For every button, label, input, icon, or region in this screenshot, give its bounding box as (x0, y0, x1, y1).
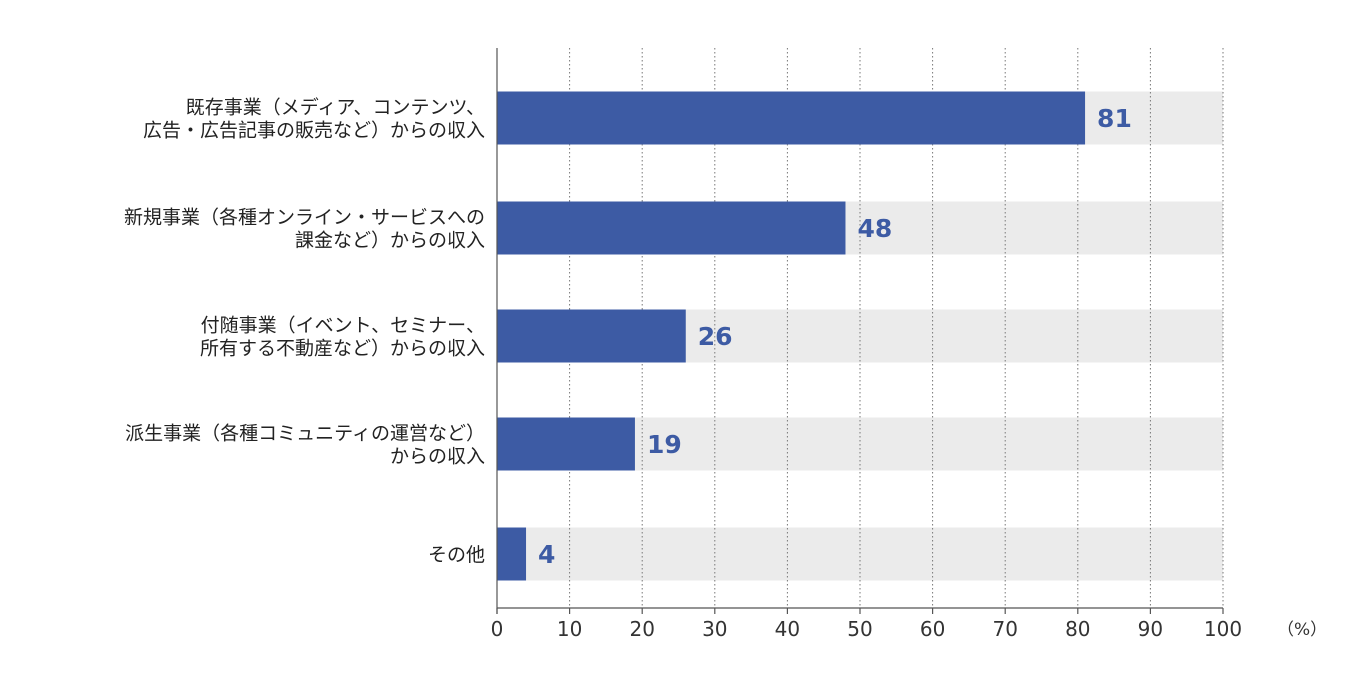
category-labels: 既存事業（メディア、コンテンツ、広告・広告記事の販売など）からの収入新規事業（各… (124, 97, 485, 567)
x-axis (496, 48, 1224, 614)
x-tick-label: 70 (992, 617, 1017, 641)
category-label: 既存事業（メディア、コンテンツ、 (186, 97, 485, 119)
bars (497, 91, 1086, 581)
x-tick-label: 0 (491, 617, 504, 641)
category-label: 派生事業（各種コミュニティの運営など） (125, 423, 485, 445)
value-label: 26 (698, 322, 733, 351)
category-label: その他 (428, 544, 485, 566)
value-label: 19 (647, 430, 682, 459)
x-tick-label: 30 (702, 617, 727, 641)
category-label: 課金など）からの収入 (295, 230, 485, 252)
bar (497, 91, 1086, 145)
value-label: 81 (1097, 104, 1132, 133)
x-tick-label: 90 (1138, 617, 1163, 641)
x-tick-label: 60 (920, 617, 945, 641)
category-label: 新規事業（各種オンライン・サービスへの (124, 207, 485, 229)
bar (497, 309, 686, 363)
value-labels: 81 48 26 19 4 (538, 104, 1132, 569)
bar (497, 527, 527, 581)
category-label: 所有する不動産など）からの収入 (200, 338, 485, 360)
x-tick-label: 40 (775, 617, 800, 641)
category-label: 付随事業（イベント、セミナー、 (201, 315, 485, 337)
category-label: 広告・広告記事の販売など）からの収入 (143, 120, 485, 142)
value-label: 48 (857, 214, 892, 243)
category-label: からの収入 (390, 446, 485, 468)
x-tick-label: 100 (1204, 617, 1242, 641)
bar (497, 201, 846, 255)
x-tick-label: 50 (847, 617, 872, 641)
unit-label: （%） (1277, 620, 1327, 640)
tick-labels: 0 10 20 30 40 50 60 70 80 90 100 (491, 617, 1242, 641)
x-tick-label: 20 (629, 617, 654, 641)
value-label: 4 (538, 540, 555, 569)
x-tick-label: 80 (1065, 617, 1090, 641)
bar (497, 417, 635, 471)
x-tick-label: 10 (557, 617, 582, 641)
